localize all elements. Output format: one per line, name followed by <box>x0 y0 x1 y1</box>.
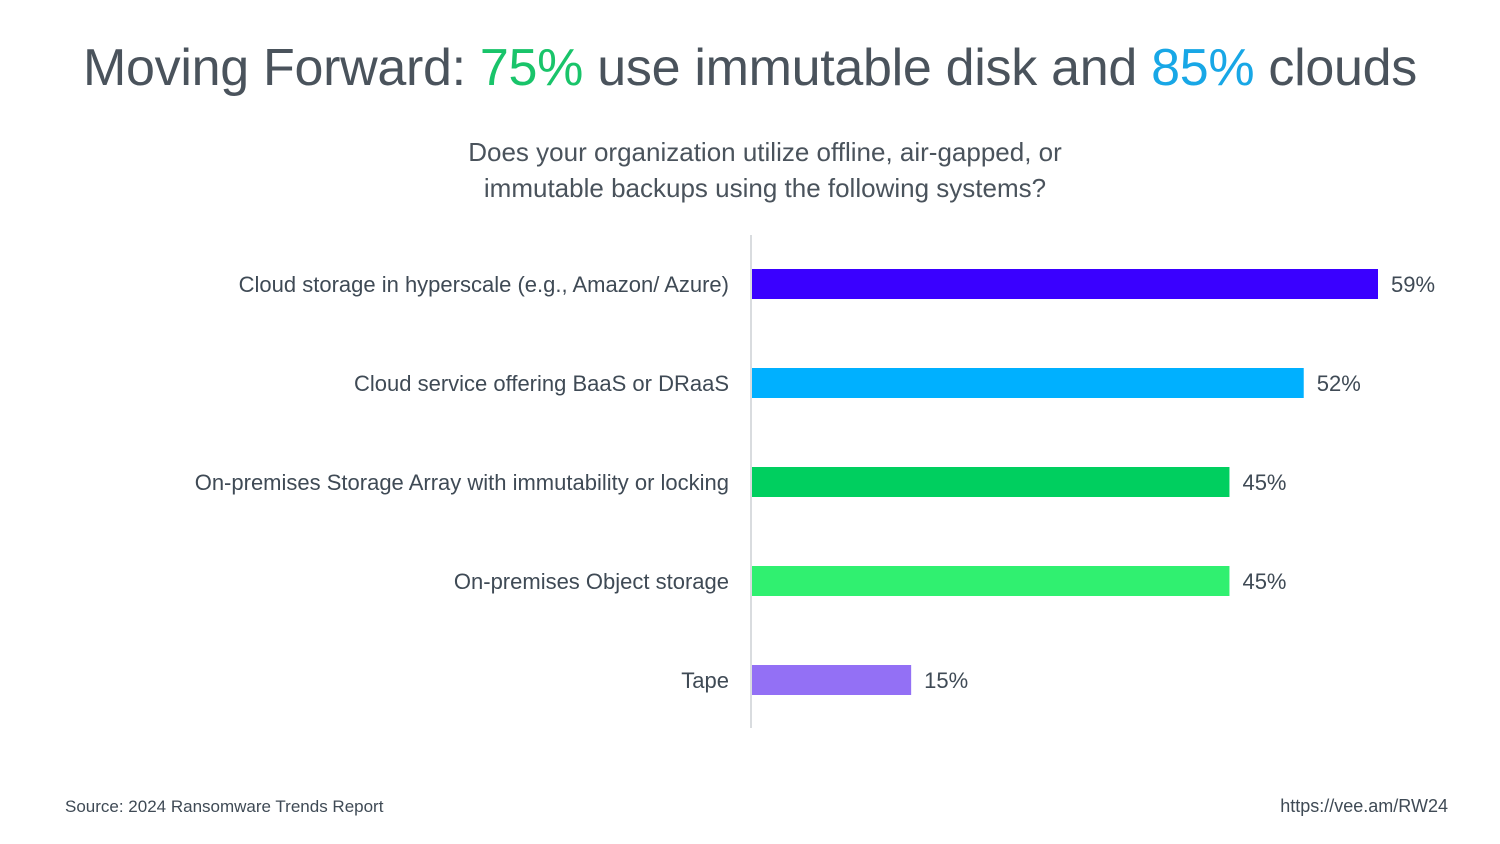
subtitle-line-1: Does your organization utilize offline, … <box>468 137 1062 167</box>
data-label: 45% <box>1242 569 1286 594</box>
bar <box>752 269 1378 299</box>
category-label: Cloud service offering BaaS or DRaaS <box>354 371 729 396</box>
category-label: Tape <box>681 668 729 693</box>
title-part-1: Moving Forward: <box>83 39 480 97</box>
chart-title: Moving Forward: 75% use immutable disk a… <box>0 38 1500 98</box>
title-part-3: clouds <box>1254 39 1417 97</box>
bar <box>752 467 1230 497</box>
data-label: 15% <box>924 668 968 693</box>
data-label: 45% <box>1242 470 1286 495</box>
bar <box>752 665 912 695</box>
bar <box>752 368 1304 398</box>
chart-subtitle: Does your organization utilize offline, … <box>0 134 1500 206</box>
data-label: 52% <box>1317 371 1361 396</box>
source-note: Source: 2024 Ransomware Trends Report <box>65 797 384 816</box>
category-label: On-premises Object storage <box>454 569 729 594</box>
category-label: On-premises Storage Array with immutabil… <box>195 470 729 495</box>
bar <box>752 566 1230 596</box>
title-highlight-75: 75% <box>479 39 584 97</box>
category-label: Cloud storage in hyperscale (e.g., Amazo… <box>239 272 729 297</box>
data-label: 59% <box>1391 272 1435 297</box>
title-part-2: use immutable disk and <box>583 39 1152 97</box>
report-link[interactable]: https://vee.am/RW24 <box>1280 796 1448 816</box>
title-highlight-85: 85% <box>1151 39 1255 97</box>
subtitle-line-2: immutable backups using the following sy… <box>483 173 1047 203</box>
